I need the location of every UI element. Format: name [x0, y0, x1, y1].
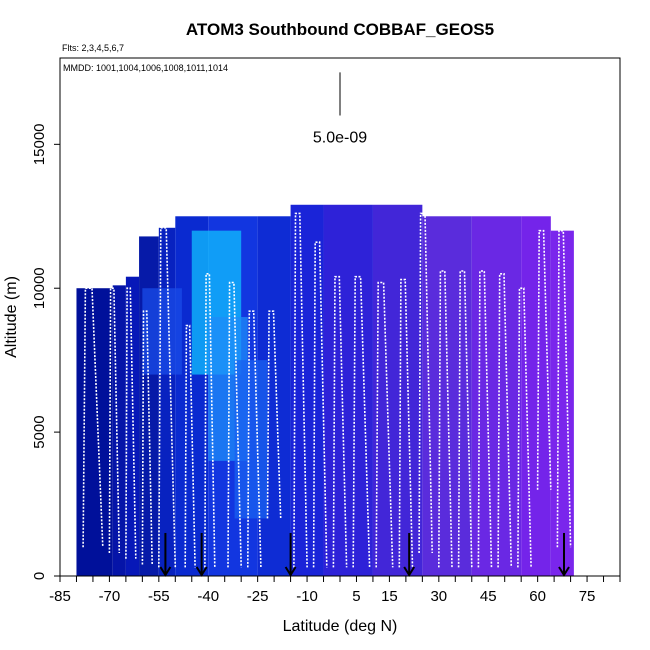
flight-track — [418, 212, 433, 554]
event-arrow — [159, 532, 172, 577]
flight-track — [536, 229, 552, 490]
field-column — [521, 216, 551, 576]
flight-track — [204, 272, 216, 568]
flight-track — [352, 275, 371, 568]
flight-track — [247, 310, 262, 568]
flight-track — [332, 275, 348, 568]
x-tick-label: -25 — [247, 588, 269, 605]
event-arrow-head — [284, 566, 297, 577]
x-axis: -85 -70 -55 -40 -25 -10 5 15 30 45 60 75 — [49, 576, 621, 605]
field-column — [323, 204, 373, 576]
x-tick-label: -55 — [148, 588, 170, 605]
x-tick-label: 45 — [480, 588, 497, 605]
flight-track — [477, 270, 493, 568]
event-arrow-head — [558, 566, 570, 577]
flight-track — [437, 270, 453, 568]
flight-track — [556, 229, 572, 548]
y-tick-label: 10000 — [31, 267, 48, 309]
y-axis: 0 5000 10000 15000 — [31, 123, 60, 580]
flight-track — [82, 287, 104, 548]
x-tick-label: -10 — [296, 588, 318, 605]
x-axis-label: Latitude (deg N) — [283, 618, 398, 635]
event-arrow — [284, 532, 297, 577]
y-tick-label: 5000 — [31, 415, 48, 448]
event-arrow — [403, 532, 416, 577]
x-tick-label: 15 — [381, 588, 398, 605]
flight-track — [375, 281, 394, 568]
event-arrow-head — [159, 566, 172, 577]
dates-note: MMDD: 1001,1004,1006,1008,1011,1014 — [63, 63, 228, 73]
scale-label: 5.0e-09 — [313, 130, 367, 147]
flight-track — [266, 310, 282, 519]
event-arrows — [159, 532, 570, 577]
field-column — [550, 230, 574, 576]
flight-track — [184, 324, 196, 568]
field-column — [422, 216, 472, 576]
field-column — [471, 216, 522, 576]
flight-track — [398, 278, 414, 568]
x-tick-label: 5 — [352, 588, 360, 605]
flight-track — [497, 272, 513, 568]
x-tick-label: -85 — [49, 588, 71, 605]
x-tick-label: 60 — [529, 588, 546, 605]
y-tick-label: 15000 — [31, 123, 48, 165]
flights-note: Flts: 2,3,4,5,6,7 — [62, 43, 124, 53]
field-highlight — [142, 288, 182, 375]
flight-track — [158, 227, 177, 568]
field-highlight — [234, 360, 268, 519]
flight-track — [312, 241, 328, 568]
flight-track — [108, 287, 121, 554]
x-tick-label: 30 — [430, 588, 447, 605]
flight-track — [457, 270, 473, 568]
flight-track — [517, 287, 532, 568]
x-tick-label: -40 — [197, 588, 219, 605]
y-tick-label: 0 — [31, 572, 48, 580]
field-column — [290, 204, 324, 576]
field-column — [372, 204, 423, 576]
event-arrow — [195, 532, 208, 577]
flight-tracks — [82, 212, 572, 568]
field-column — [125, 276, 140, 576]
event-arrow-head — [403, 566, 416, 577]
x-tick-label: -70 — [99, 588, 121, 605]
event-arrow — [558, 532, 570, 577]
chart-title: ATOM3 Southbound COBBAF_GEOS5 — [186, 20, 494, 39]
event-arrow-head — [195, 566, 208, 577]
x-tick-label: 75 — [579, 588, 596, 605]
flight-track — [227, 281, 242, 568]
flight-track — [141, 310, 153, 565]
y-axis-label: Altitude (m) — [3, 276, 20, 358]
